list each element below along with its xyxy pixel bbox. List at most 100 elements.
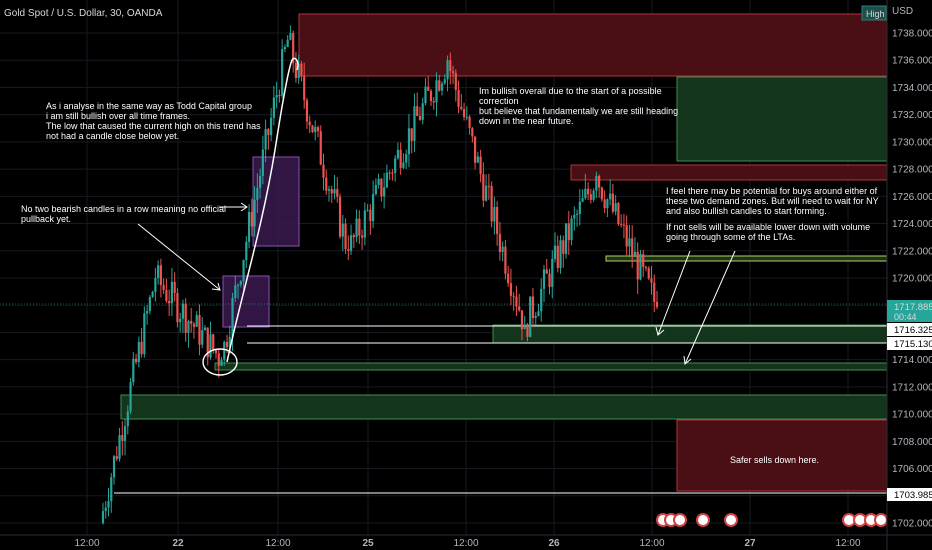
candle-body[interactable] [112, 456, 116, 478]
candle-body[interactable] [548, 273, 551, 287]
candle-body[interactable] [292, 33, 295, 63]
candle-body[interactable] [308, 121, 311, 126]
candle-body[interactable] [151, 292, 154, 298]
candle-body[interactable] [341, 223, 344, 237]
candle-body[interactable] [247, 212, 251, 242]
candle-body[interactable] [498, 233, 501, 253]
candle-body[interactable] [468, 116, 471, 128]
candle-body[interactable] [518, 306, 521, 311]
candle-body[interactable] [217, 353, 220, 366]
candle-body[interactable] [394, 158, 397, 173]
candle-body[interactable] [581, 198, 584, 202]
candle-body[interactable] [383, 187, 386, 197]
event-flag-icon[interactable] [724, 513, 738, 527]
candle-body[interactable] [231, 297, 234, 338]
candle-body[interactable] [443, 79, 446, 84]
candle-body[interactable] [493, 207, 496, 222]
level-tag-1704[interactable] [887, 488, 932, 501]
candle-body[interactable] [545, 269, 548, 274]
candle-body[interactable] [592, 190, 595, 200]
candle-body[interactable] [162, 284, 165, 290]
candle-body[interactable] [633, 251, 637, 257]
candle-body[interactable] [336, 189, 339, 197]
candle-body[interactable] [369, 209, 372, 222]
purple-box-upper[interactable] [252, 156, 300, 247]
candle-body[interactable] [487, 185, 490, 187]
candle-body[interactable] [427, 86, 430, 91]
candle-body[interactable] [644, 266, 648, 269]
candle-body[interactable] [567, 223, 570, 241]
candle-body[interactable] [261, 149, 264, 177]
candle-body[interactable] [490, 185, 493, 222]
candle-body[interactable] [460, 106, 463, 110]
candle-body[interactable] [283, 46, 287, 50]
arrow-to-demand-1[interactable] [657, 250, 691, 336]
candle-body[interactable] [465, 116, 468, 118]
candle-body[interactable] [655, 301, 659, 307]
candle-body[interactable] [134, 358, 138, 363]
candle-body[interactable] [540, 288, 543, 312]
candle-body[interactable] [253, 199, 256, 227]
candle-body[interactable] [179, 318, 182, 323]
supply-zone-mid[interactable] [570, 164, 888, 181]
candle-body[interactable] [647, 268, 650, 279]
event-flag-icon[interactable] [696, 513, 710, 527]
candle-body[interactable] [405, 154, 408, 163]
candle-body[interactable] [206, 327, 209, 358]
candle-body[interactable] [118, 435, 121, 459]
high-badge[interactable] [861, 5, 887, 21]
candle-body[interactable] [275, 95, 278, 98]
candle-body[interactable] [327, 189, 331, 191]
candle-body[interactable] [642, 253, 645, 267]
candle-body[interactable] [195, 315, 198, 327]
level-tag-1716[interactable] [887, 323, 932, 336]
candle-body[interactable] [556, 245, 559, 269]
candle-body[interactable] [391, 172, 394, 174]
candle-body[interactable] [374, 184, 377, 195]
arrow-to-demand-2[interactable] [684, 250, 736, 365]
candle-body[interactable] [184, 303, 187, 333]
candle-body[interactable] [190, 320, 193, 324]
candle-body[interactable] [614, 203, 617, 212]
candle-body[interactable] [449, 60, 452, 72]
candle-body[interactable] [121, 435, 124, 441]
candle-body[interactable] [609, 193, 612, 200]
candle-body[interactable] [143, 313, 146, 355]
demand-zone-1713[interactable] [214, 362, 888, 371]
candle-body[interactable] [372, 194, 375, 222]
candle-body[interactable] [600, 187, 603, 200]
candle-body[interactable] [451, 71, 455, 74]
candle-body[interactable] [225, 341, 229, 347]
candle-body[interactable] [333, 189, 336, 194]
demand-zone-right-top[interactable] [676, 76, 888, 162]
candle-body[interactable] [289, 33, 292, 40]
candle-body[interactable] [300, 63, 303, 77]
candle-body[interactable] [418, 115, 422, 120]
demand-zone-1716[interactable] [492, 324, 888, 344]
candle-body[interactable] [482, 174, 485, 201]
candle-body[interactable] [104, 507, 107, 512]
candle-body[interactable] [476, 156, 479, 163]
candle-body[interactable] [245, 241, 248, 260]
candle-body[interactable] [250, 212, 253, 227]
bullish-trend-curve[interactable] [226, 57, 299, 363]
candle-body[interactable] [622, 224, 626, 226]
candle-body[interactable] [531, 296, 535, 319]
candle-body[interactable] [385, 172, 388, 188]
candle-body[interactable] [416, 106, 419, 116]
candle-body[interactable] [236, 284, 240, 286]
candle-body[interactable] [496, 207, 499, 234]
candle-body[interactable] [223, 341, 226, 360]
candle-body[interactable] [515, 296, 518, 307]
candle-body[interactable] [625, 225, 628, 247]
candle-body[interactable] [485, 185, 488, 201]
candle-body[interactable] [570, 218, 573, 241]
candle-body[interactable] [584, 188, 587, 199]
candle-body[interactable] [429, 90, 433, 101]
candle-body[interactable] [471, 127, 474, 137]
candle-body[interactable] [101, 511, 105, 523]
candle-body[interactable] [509, 283, 513, 296]
candle-body[interactable] [159, 265, 162, 285]
candle-body[interactable] [154, 278, 157, 293]
